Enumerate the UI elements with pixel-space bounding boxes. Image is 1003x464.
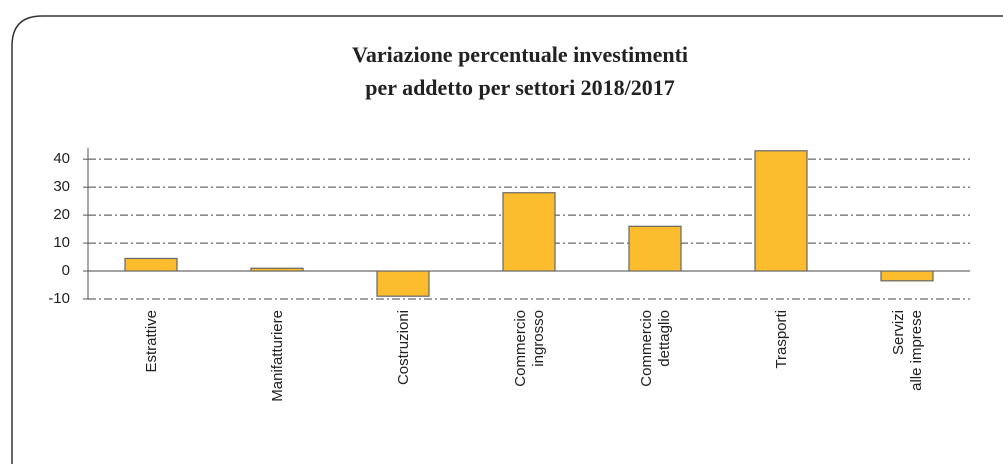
y-tick-label: 0 [62, 262, 70, 279]
bar [502, 192, 556, 272]
y-tick-label: 30 [53, 178, 70, 195]
x-tick-label: Commercioingrosso [512, 310, 547, 387]
chart-title: per addetto per settori 2018/2017 [365, 75, 675, 100]
y-tick-label: -10 [48, 290, 70, 307]
bar [880, 270, 934, 282]
x-tick-label: Costruzioni [395, 310, 412, 385]
x-tick-label: Manifatturiere [269, 310, 286, 402]
x-tick-label: Estrattive [143, 310, 160, 373]
bar [124, 257, 178, 272]
y-tick-label: 10 [53, 234, 70, 251]
bar [754, 150, 808, 272]
x-tick-label: Servizialle imprese [890, 310, 925, 391]
bar [628, 225, 682, 272]
chart-title: Variazione percentuale investimenti [352, 42, 688, 67]
y-tick-label: 20 [53, 206, 70, 223]
frame [11, 15, 1003, 464]
x-tick-label: Trasporti [773, 310, 790, 369]
x-tick-label: Commerciodettaglio [638, 310, 673, 387]
y-tick-label: 40 [53, 150, 70, 167]
bar [376, 270, 430, 297]
bar [250, 267, 304, 272]
